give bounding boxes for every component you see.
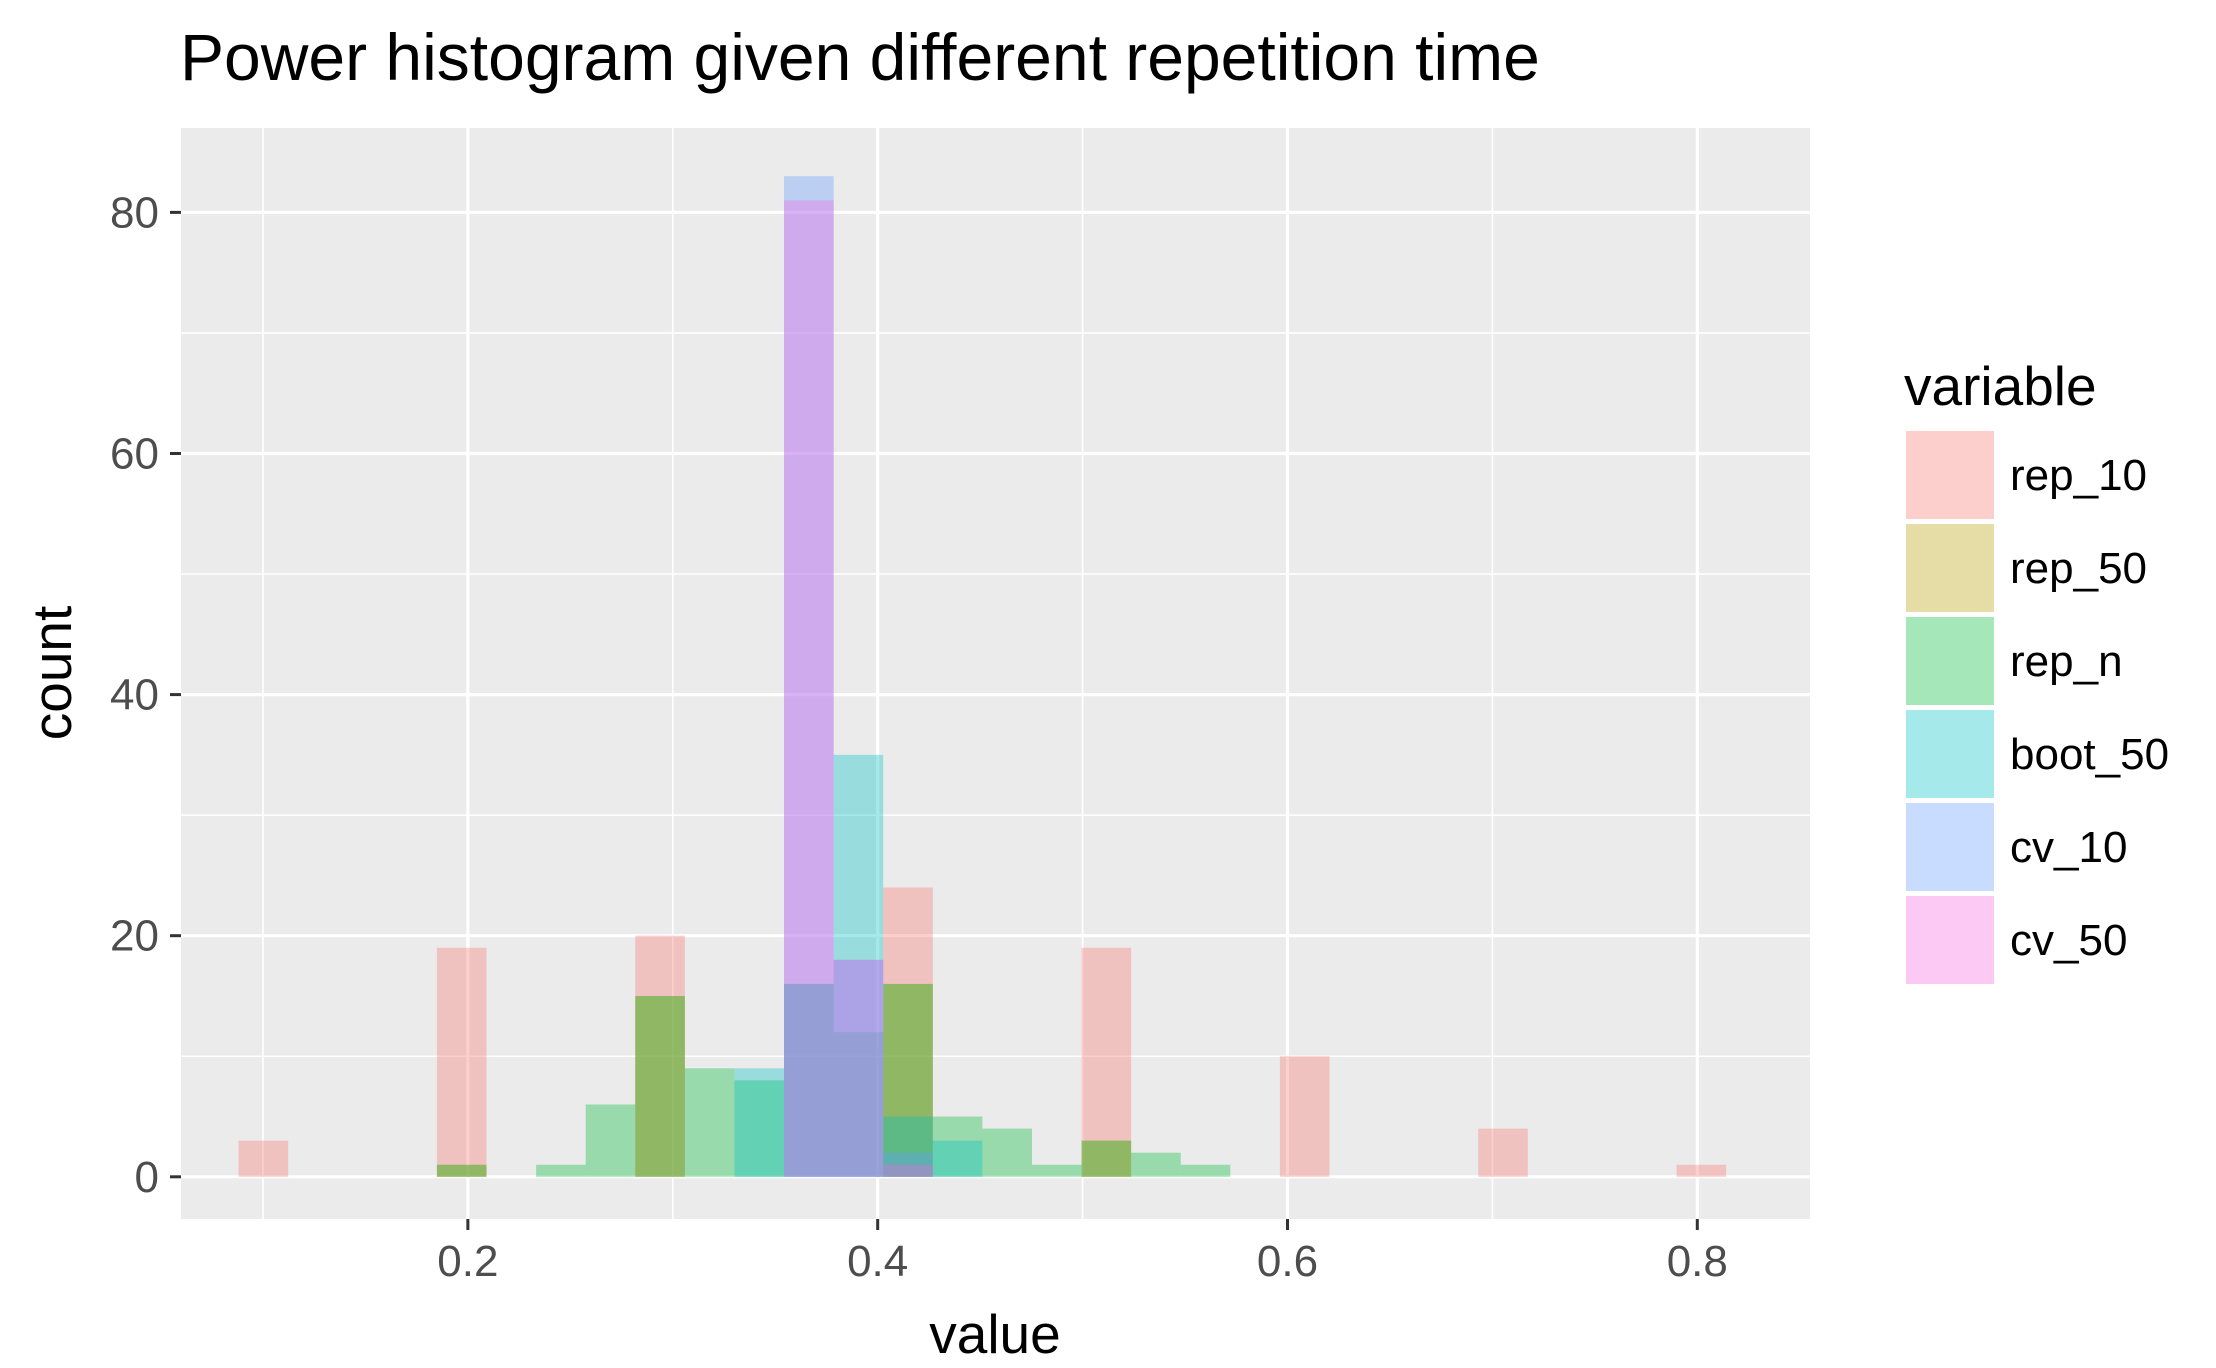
bar-rep-n (1031, 1164, 1082, 1177)
y-axis-title: count (21, 606, 83, 741)
plot-panel (181, 128, 1810, 1219)
y-tick-label: 60 (110, 429, 159, 478)
legend-label-boot-50: boot_50 (2010, 730, 2169, 779)
x-tick-label: 0.4 (847, 1237, 908, 1286)
bar-rep-10 (1676, 1164, 1727, 1177)
bar-rep-50 (1081, 1140, 1132, 1177)
bar-rep-n (734, 1080, 785, 1177)
bar-cv-50 (883, 1164, 933, 1177)
bar-cv-50 (833, 959, 884, 1177)
bar-rep-10 (1279, 1056, 1330, 1177)
bar-boot-50 (784, 983, 834, 1177)
legend-label-rep-50: rep_50 (2010, 544, 2147, 593)
chart-title: Power histogram given different repetiti… (180, 20, 1540, 94)
x-axis-title: value (929, 1303, 1060, 1365)
bar-cv-10 (833, 959, 884, 1177)
grid-lines (181, 128, 1810, 1219)
bar-rep-50 (883, 983, 933, 1177)
legend-label-rep-10: rep_10 (2010, 451, 2147, 500)
bar-rep-n (982, 1128, 1032, 1177)
bar-rep-n (1131, 1152, 1181, 1177)
legend-key-rep-n (1906, 617, 1994, 705)
bar-boot-50 (833, 754, 884, 1177)
bar-boot-50 (932, 1140, 983, 1177)
panel-background (181, 128, 1810, 1219)
legend-label-rep-n: rep_n (2010, 637, 2123, 686)
bar-rep-n (932, 1116, 983, 1177)
bar-rep-n (833, 1032, 884, 1177)
bar-cv-10 (883, 1152, 933, 1177)
bar-rep-10 (883, 887, 933, 1177)
legend-title: variable (1904, 355, 2097, 417)
bar-rep-50 (635, 995, 685, 1177)
bar-rep-10 (1478, 1128, 1528, 1177)
x-tick-label: 0.8 (1667, 1237, 1728, 1286)
bar-rep-n (1081, 1140, 1132, 1177)
legend-label-cv-10: cv_10 (2010, 823, 2127, 872)
y-tick-label: 0 (135, 1153, 159, 1202)
y-tick-label: 20 (110, 912, 159, 961)
bar-rep-10 (436, 947, 487, 1177)
legend-key-rep-50 (1906, 524, 1994, 612)
axes: 0.2 0.4 0.6 0.8 0 20 40 60 80 (110, 188, 1728, 1286)
bar-rep-n (635, 995, 685, 1177)
bar-boot-50 (883, 1116, 933, 1177)
bar-rep-50 (436, 1164, 487, 1177)
legend-items: rep_10 rep_50 rep_n boot_50 cv_10 cv_50 (1906, 431, 2169, 984)
bar-boot-50 (734, 1068, 785, 1177)
legend-key-rep-10 (1906, 431, 1994, 519)
legend-label-cv-50: cv_50 (2010, 916, 2127, 965)
bar-rep-n (784, 983, 834, 1177)
y-tick-label: 40 (110, 671, 159, 720)
bar-cv-10 (784, 176, 834, 1177)
bar-rep-n (1180, 1164, 1231, 1177)
histogram-bars (238, 176, 1727, 1177)
bar-cv-50 (784, 200, 834, 1177)
legend: variable rep_10 rep_50 rep_n boot_50 cv_10cv… (1904, 355, 2169, 984)
bar-rep-10 (238, 1140, 289, 1177)
x-tick-label: 0.6 (1257, 1237, 1318, 1286)
y-tick-label: 80 (110, 188, 159, 237)
bar-rep-10 (635, 935, 685, 1177)
legend-key-boot-50 (1906, 710, 1994, 798)
bar-rep-n (436, 1164, 487, 1177)
bar-rep-n (883, 983, 933, 1177)
legend-key-cv-10 (1906, 803, 1994, 891)
bar-rep-n (684, 1068, 735, 1177)
bar-rep-n (585, 1104, 636, 1177)
bar-rep-n (536, 1164, 586, 1177)
bar-rep-10 (1081, 947, 1132, 1177)
legend-key-cv-50 (1906, 896, 1994, 984)
x-tick-label: 0.2 (437, 1237, 498, 1286)
